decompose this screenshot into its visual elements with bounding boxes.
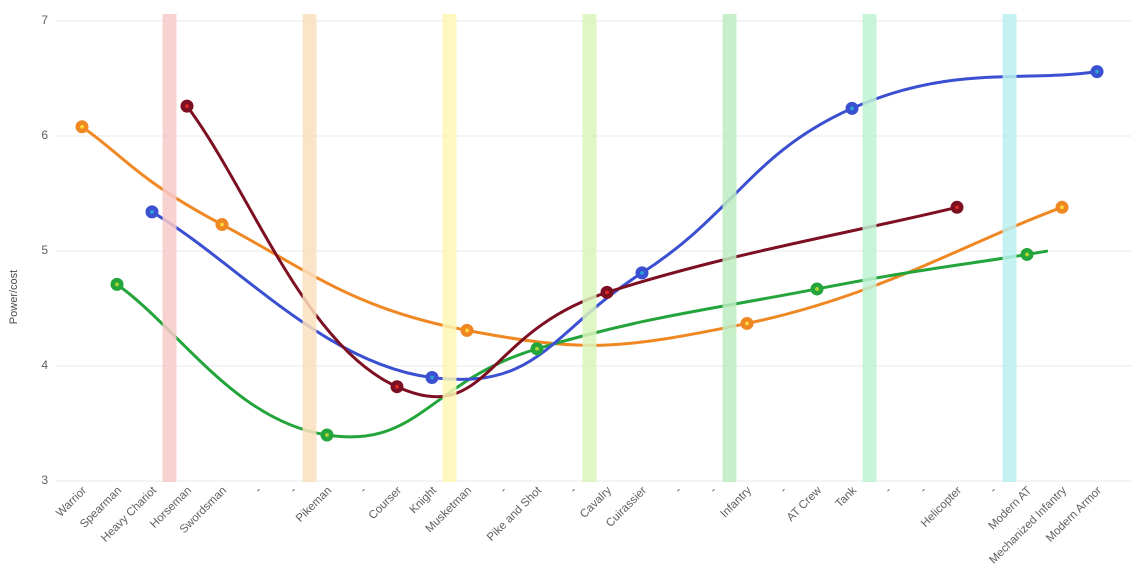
x-tick-label: - — [358, 485, 369, 496]
dark-red-line-point-center — [185, 104, 189, 108]
x-tick-label: AT Crew — [785, 484, 825, 524]
era-band — [1002, 14, 1017, 482]
green-line-point-center — [535, 346, 539, 351]
x-tick-label: Warrior — [54, 485, 89, 520]
era-band — [582, 14, 597, 482]
x-tick-label: Tank — [833, 484, 859, 510]
x-tick-label: - — [988, 485, 999, 496]
x-tick-label: - — [883, 485, 894, 496]
green-line-point-center — [115, 282, 119, 287]
x-tick-label: - — [708, 485, 719, 496]
x-tick-label: Pike and Shot — [485, 484, 545, 544]
green-line-point-center — [325, 433, 329, 437]
blue-line-point-center — [850, 106, 854, 111]
dark-red-line-point-center — [955, 205, 959, 210]
orange-line-point-center — [80, 124, 84, 129]
era-band — [722, 14, 737, 482]
x-tick-label: Knight — [408, 484, 440, 516]
y-axis-title: Power/cost — [8, 270, 20, 324]
blue-line — [150, 70, 1099, 381]
orange-line-point-center — [220, 222, 224, 227]
x-tick-label: - — [288, 485, 299, 496]
y-tick-label: 5 — [41, 243, 48, 257]
y-axis-labels: 3 4 5 6 7 — [41, 13, 48, 487]
x-tick-label: - — [673, 485, 684, 496]
dark-red-line-point-center — [395, 384, 399, 389]
blue-line-point-center — [150, 210, 154, 214]
green-line-point-center — [1025, 252, 1029, 257]
era-bands — [162, 14, 1017, 482]
x-tick-label: Courser — [367, 485, 405, 523]
blue-line-point-center — [430, 375, 434, 380]
orange-line-point-center — [745, 321, 749, 326]
x-tick-label: - — [498, 485, 509, 496]
dark-red-line-point-center — [605, 290, 609, 295]
y-tick-label: 6 — [41, 128, 48, 142]
green-line-point-center — [815, 287, 819, 291]
orange-line — [80, 125, 1064, 347]
orange-line-point-center — [465, 328, 469, 333]
x-tick-label: - — [778, 485, 789, 496]
y-tick-label: 4 — [41, 358, 48, 372]
blue-line-point-center — [1095, 69, 1099, 74]
data-points — [75, 65, 1104, 442]
era-band — [162, 14, 177, 482]
dark-red-line — [185, 104, 959, 399]
era-band — [442, 14, 457, 482]
x-tick-label: - — [918, 485, 929, 496]
era-band — [862, 14, 877, 482]
y-tick-label: 7 — [41, 13, 48, 27]
y-tick-label: 3 — [41, 473, 48, 487]
blue-line-point-center — [640, 270, 644, 275]
era-band — [302, 14, 317, 482]
x-tick-label: Infantry — [719, 484, 755, 520]
x-tick-label: - — [568, 485, 579, 496]
orange-line-point-center — [1060, 205, 1064, 210]
x-tick-label: - — [253, 485, 264, 496]
x-tick-label: Pikeman — [294, 485, 334, 525]
